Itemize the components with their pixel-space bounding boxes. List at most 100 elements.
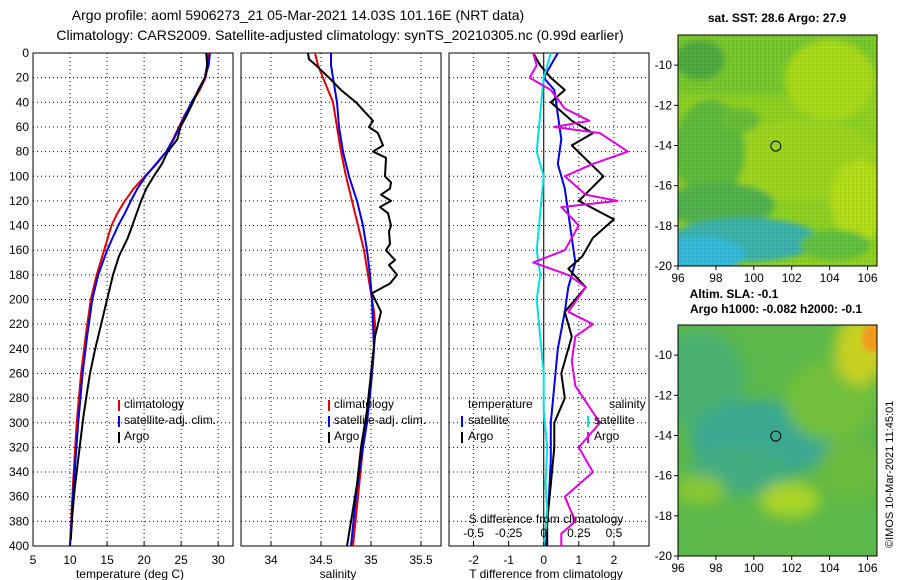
- map-y-tick-label: -12: [655, 388, 673, 402]
- y-tick-label: 220: [9, 317, 29, 331]
- s-diff-tick-label: 0.25: [567, 526, 591, 540]
- x-tick-label: 34.5: [309, 553, 333, 567]
- difference-legend-temperature: temperature satellite Argo: [461, 397, 533, 443]
- map-y-tick-label: -14: [655, 138, 673, 152]
- legend-label-t-argo: Argo: [468, 429, 494, 443]
- map-y-tick-label: -18: [655, 219, 673, 233]
- s-diff-tick-label: 0.5: [606, 526, 623, 540]
- sst-heatmap-field: [678, 35, 877, 266]
- sla-map: Altim. SLA: -0.1 Argo h1000: -0.082 h200…: [655, 287, 878, 575]
- sst-map-frame: [677, 34, 878, 267]
- t-difference-x-label: T difference from climatology: [469, 567, 623, 580]
- sla-map-title: Altim. SLA: -0.1: [690, 287, 779, 301]
- map-x-tick-label: 96: [671, 271, 685, 285]
- y-tick-label: 80: [16, 145, 30, 159]
- sla-heatmap-field: [678, 325, 877, 556]
- map-x-tick-label: 96: [671, 561, 685, 575]
- map-x-tick-label: 100: [744, 271, 764, 285]
- series-line-t-argo: [532, 52, 615, 546]
- x-tick-label: -1: [503, 553, 514, 567]
- legend-label-s-satellite: satellite: [594, 413, 635, 427]
- salinity-legend: climatology satellite-adj. clim. Argo: [328, 397, 426, 443]
- y-tick-label: 400: [9, 539, 29, 553]
- y-tick-label: 160: [9, 243, 29, 257]
- x-tick-label: 1: [575, 553, 582, 567]
- salinity-panel: 34 34.5 35 35.5 salinity climatology satell…: [240, 52, 442, 580]
- sst-argo-location-marker: [770, 140, 782, 152]
- s-diff-tick-label: -0.5: [463, 526, 484, 540]
- map-y-tick-label: -10: [655, 348, 673, 362]
- y-tick-label: 380: [9, 514, 29, 528]
- x-tick-label: 0: [540, 553, 547, 567]
- series-line-argo: [307, 52, 398, 547]
- s-difference-label: S difference from climatology: [469, 512, 624, 526]
- map-x-tick-label: 100: [744, 561, 764, 575]
- x-tick-label: 35: [364, 553, 378, 567]
- map-y-tick-label: -12: [655, 98, 673, 112]
- series-line-argo: [69, 52, 209, 540]
- y-tick-label: 320: [9, 440, 29, 454]
- y-tick-label: 0: [22, 46, 29, 60]
- legend-title-temperature: temperature: [468, 397, 533, 411]
- legend-label-climatology: climatology: [334, 397, 394, 411]
- map-x-tick-label: 98: [709, 271, 723, 285]
- map-y-tick-label: -20: [655, 259, 673, 273]
- map-x-tick-label: 102: [782, 561, 802, 575]
- map-y-tick-label: -16: [655, 469, 673, 483]
- legend-title-salinity: salinity: [609, 397, 646, 411]
- map-x-tick-label: 104: [820, 561, 840, 575]
- temperature-x-label: temperature (deg C): [76, 567, 184, 580]
- y-tick-label: 20: [16, 71, 30, 85]
- y-tick-label: 200: [9, 293, 29, 307]
- map-y-tick-label: -10: [655, 58, 673, 72]
- difference-panel: -2 -1 0 1 2 -0.5 -0.25 0 0.25 0.5 T difference f…: [448, 52, 650, 580]
- series-line-satellite-adj-clim-: [330, 53, 375, 547]
- figure-title-line1: Argo profile: aoml 5906273_21 05-Mar-202…: [72, 7, 524, 23]
- y-tick-label: 280: [9, 391, 29, 405]
- sst-map: sat. SST: 28.6 Argo: 27.9 96 98 100 102 104 1…: [655, 11, 878, 285]
- x-tick-label: 15: [100, 553, 114, 567]
- x-tick-label: 5: [30, 553, 37, 567]
- s-diff-tick-label: 0: [540, 526, 547, 540]
- sst-map-title: sat. SST: 28.6 Argo: 27.9: [708, 11, 847, 25]
- legend-label-satellite-adj: satellite-adj. clim.: [124, 413, 216, 427]
- map-y-tick-label: -14: [655, 428, 673, 442]
- legend-label-argo: Argo: [124, 429, 150, 443]
- y-tick-label: 240: [9, 342, 29, 356]
- y-tick-label: 60: [16, 120, 30, 134]
- y-tick-label: 260: [9, 366, 29, 380]
- x-tick-label: 35.5: [409, 553, 433, 567]
- sla-argo-location-marker: [770, 430, 782, 442]
- y-tick-label: 40: [16, 95, 30, 109]
- series-line-s-satellite: [535, 52, 552, 547]
- legend-label-argo: Argo: [334, 429, 360, 443]
- map-x-tick-label: 106: [858, 561, 878, 575]
- legend-label-satellite-adj: satellite-adj. clim.: [334, 413, 426, 427]
- map-x-tick-label: 102: [782, 271, 802, 285]
- sla-map-frame: [677, 324, 878, 557]
- y-tick-label: 300: [9, 416, 29, 430]
- x-tick-label: 20: [137, 553, 151, 567]
- x-tick-label: 25: [174, 553, 188, 567]
- sla-map-subtitle: Argo h1000: -0.082 h2000: -0.1: [690, 302, 862, 316]
- s-diff-tick-label: -0.25: [495, 526, 523, 540]
- figure-title-line2: Climatology: CARS2009. Satellite-adjuste…: [56, 27, 623, 43]
- map-y-tick-label: -20: [655, 549, 673, 563]
- x-tick-label: 2: [611, 553, 618, 567]
- y-tick-label: 360: [9, 490, 29, 504]
- legend-label-t-satellite: satellite: [468, 413, 509, 427]
- series-line-s-argo: [528, 52, 629, 546]
- y-tick-label: 340: [9, 465, 29, 479]
- y-tick-label: 120: [9, 194, 29, 208]
- y-tick-label: 180: [9, 268, 29, 282]
- imos-watermark: ©IMOS 10-Mar-2021 11:45:01: [884, 401, 896, 548]
- temperature-panel: 5 10 15 20 25 30 0 20 40 60 80 100 120 140 160 180 200 2…: [9, 46, 234, 580]
- x-tick-label: 10: [63, 553, 77, 567]
- x-tick-label: 34: [264, 553, 278, 567]
- map-x-tick-label: 104: [820, 271, 840, 285]
- map-y-tick-label: -16: [655, 179, 673, 193]
- map-y-tick-label: -18: [655, 509, 673, 523]
- legend-label-climatology: climatology: [124, 397, 184, 411]
- temperature-legend: climatology satellite-adj. clim. Argo: [118, 397, 216, 443]
